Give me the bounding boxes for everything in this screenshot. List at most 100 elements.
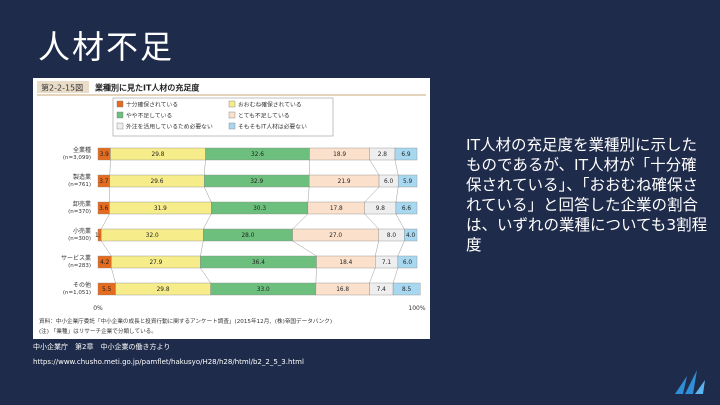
connector-line	[109, 159, 111, 176]
bar-value-label: 29.8	[157, 287, 170, 293]
category-label: 卸売業	[73, 200, 91, 208]
chart-figure: 第2-2-15図 業種別に見たIT人材の充足度 十分確保されている おおむね確保さ…	[33, 78, 430, 339]
connector-line	[200, 240, 204, 257]
legend-label-4: 外注を活用しているため必要ない	[126, 123, 213, 131]
legend-swatch-0	[116, 100, 124, 108]
connector-line	[307, 186, 310, 203]
connector-line	[397, 240, 405, 257]
connector-line	[364, 186, 380, 203]
bar-value-label: 7.1	[382, 260, 392, 266]
bar-segment	[395, 201, 418, 215]
connector-line	[200, 267, 211, 284]
bar-segment	[404, 228, 418, 242]
bar-value-label: 3.9	[100, 152, 110, 158]
bar-value-label: 6.9	[401, 152, 411, 158]
category-label: サービス業	[61, 254, 91, 262]
bar-value-label: 3.6	[99, 206, 109, 212]
bar-value-label: 28.0	[241, 233, 254, 239]
category-n: (n=1,051)	[63, 290, 91, 296]
source-url[interactable]: https://www.chusho.meti.go.jp/pamflet/ha…	[33, 358, 304, 366]
bar-value-label: 17.8	[330, 206, 343, 212]
connector-line	[395, 213, 405, 230]
category-label: 小売業	[73, 227, 91, 235]
legend-label-0: 十分確保されている	[126, 101, 178, 109]
bar-value-label: 31.9	[154, 206, 167, 212]
bar-value-label: 4.0	[406, 233, 416, 239]
bar-value-label: 32.0	[146, 233, 159, 239]
figure-label: 第2-2-15図	[41, 83, 83, 93]
bar-value-label: 8.5	[402, 287, 412, 293]
chart-title: 業種別に見たIT人材の充足度	[94, 83, 200, 93]
figure-label-box	[37, 81, 89, 93]
bar-value-label: 29.6	[151, 179, 164, 185]
connector-line	[395, 186, 399, 203]
connector-line	[392, 267, 399, 284]
connector-line	[394, 159, 399, 176]
connector-line	[369, 159, 380, 176]
bar-segment	[397, 174, 418, 188]
x-tick-100: 100%	[408, 305, 425, 312]
category-label: 製造業	[73, 173, 91, 181]
connector-line	[364, 213, 379, 230]
brand-logo-icon	[675, 370, 705, 394]
bar-value-label: 18.4	[339, 260, 352, 266]
connector-line	[100, 240, 112, 257]
bars: 3.9 29.8 32.6 18.9 2.8 6.9 3.7 29.6 32.9 21.9 6.0 5…	[95, 147, 421, 296]
bar-value-label: 5.5	[102, 287, 112, 293]
connector-line	[204, 186, 212, 203]
legend-label-1: おおむね確保されている	[238, 101, 302, 109]
bar-value-label: 27.9	[149, 260, 162, 266]
bar-value-label: 1.0	[95, 233, 105, 239]
bar-value-label: 30.3	[253, 206, 266, 212]
legend-swatch-4	[116, 122, 124, 130]
x-tick-0: 0%	[93, 305, 103, 312]
bar-value-label: 8.0	[387, 233, 397, 239]
bar-value-label: 5.9	[403, 179, 413, 185]
bar-value-label: 6.0	[384, 179, 394, 185]
source-caption: 中小企業庁 第2章 中小企業の働き方より	[33, 343, 171, 351]
legend-swatch-1	[228, 100, 236, 108]
connector-line	[374, 240, 379, 257]
bar-value-label: 32.9	[250, 179, 263, 185]
connector-line	[203, 159, 206, 176]
connector-line	[292, 213, 309, 230]
connector-lines	[100, 159, 405, 284]
bar-value-label: 2.8	[378, 152, 388, 158]
category-n: (n=761)	[68, 182, 91, 188]
bar-segment	[392, 282, 421, 296]
bar-value-label: 33.0	[257, 287, 270, 293]
legend-swatch-3	[228, 111, 236, 119]
bar-value-label: 6.6	[402, 206, 412, 212]
legend-swatch-2	[116, 111, 124, 119]
legend-swatch-5	[228, 122, 236, 130]
connector-line	[203, 213, 212, 230]
category-label: その他	[73, 281, 91, 289]
category-labels: 全業種(n=3,099) 製造業(n=761) 卸売業(n=370) 小売業(n=30…	[61, 146, 91, 296]
bar-value-label: 3.7	[99, 179, 109, 185]
bar-segment	[394, 147, 418, 161]
bar-value-label: 27.0	[329, 233, 342, 239]
legend-label-2: やや不足している	[126, 112, 172, 120]
connector-line	[315, 267, 317, 284]
category-n: (n=283)	[68, 263, 91, 269]
category-label: 全業種	[73, 146, 91, 154]
connector-line	[292, 240, 317, 257]
chart-note-remark: (注) 「業種」はリサーチ企業で分類している。	[39, 327, 157, 335]
bar-value-label: 36.4	[252, 260, 265, 266]
bar-value-label: 6.0	[403, 260, 413, 266]
bar-value-label: 9.8	[376, 206, 386, 212]
bar-value-label: 21.9	[338, 179, 351, 185]
slide-description: IT人材の充足度を業種別に示したものであるが、IT人材が「十分確保されている」、…	[466, 136, 708, 254]
slide-title: 人材不足	[38, 28, 175, 66]
bar-value-label: 4.2	[100, 260, 110, 266]
legend-box	[112, 97, 334, 137]
legend-label-3: とても不足している	[238, 113, 290, 120]
chart-note-source: 資料：中小企業庁委託「中小企業の成長と投資行動に関するアンケート調査」(2015…	[39, 317, 332, 325]
connector-line	[111, 267, 116, 284]
connector-line	[369, 267, 376, 284]
legend-label-5: そもそもIT人材は必要ない	[238, 123, 307, 131]
bar-value-label: 7.4	[377, 287, 387, 293]
bar-value-label: 32.6	[251, 152, 264, 158]
bar-value-label: 29.8	[152, 152, 165, 158]
category-n: (n=300)	[68, 236, 91, 242]
